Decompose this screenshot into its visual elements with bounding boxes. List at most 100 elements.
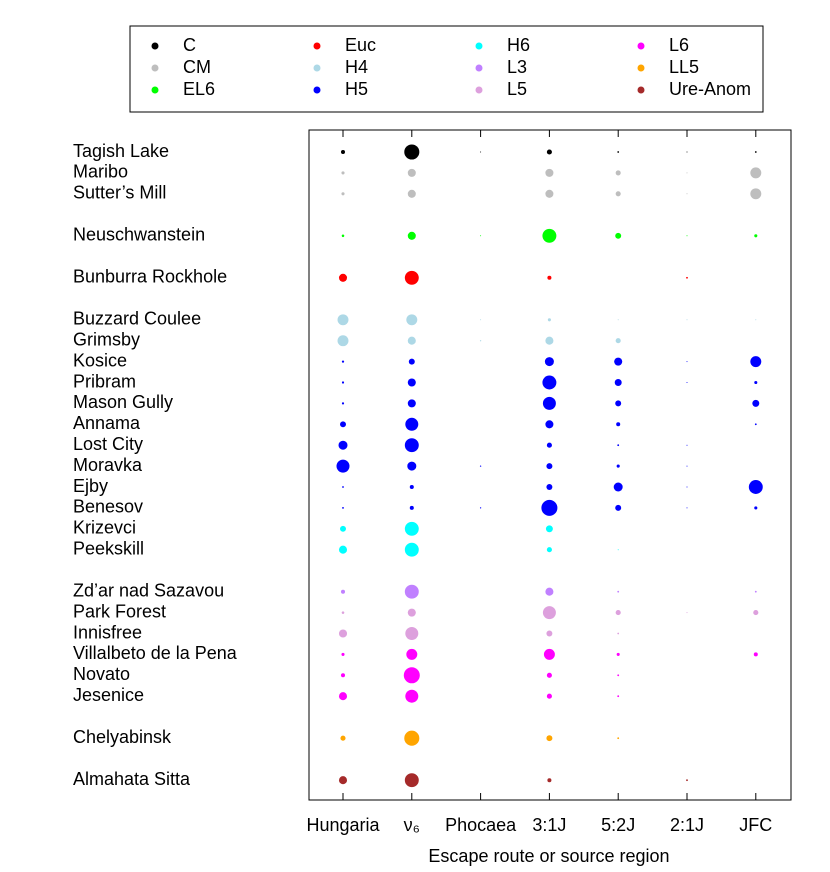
row-label: Zd’ar nad Sazavou xyxy=(73,580,224,600)
bubble xyxy=(614,357,623,366)
bubble xyxy=(406,314,418,326)
bubble xyxy=(615,191,621,197)
bubble xyxy=(542,375,557,390)
bubble xyxy=(404,144,420,160)
bubble xyxy=(750,356,762,368)
bubble xyxy=(754,590,757,593)
bubble xyxy=(545,336,554,345)
bubble xyxy=(341,171,345,175)
bubble xyxy=(407,378,416,387)
bubble xyxy=(407,461,417,471)
bubble xyxy=(541,499,558,516)
x-tick-label: 5:2J xyxy=(601,815,635,835)
bubble xyxy=(750,188,762,200)
bubble xyxy=(409,505,414,510)
bubble xyxy=(479,465,482,467)
row-label: Kosice xyxy=(73,350,127,370)
bubble xyxy=(545,168,554,177)
bubble xyxy=(686,319,688,321)
bubble xyxy=(337,314,349,326)
bubble xyxy=(748,480,763,494)
row-label: Almahata Sitta xyxy=(73,769,191,789)
bubble xyxy=(686,235,688,237)
bubble xyxy=(546,693,552,699)
bubble xyxy=(753,610,759,616)
bubble xyxy=(686,779,688,782)
bubble xyxy=(341,611,345,614)
bubble xyxy=(617,319,619,321)
bubble xyxy=(615,400,622,407)
legend-label: CM xyxy=(183,57,211,77)
legend-marker xyxy=(151,42,159,50)
bubble xyxy=(546,672,552,678)
bubble xyxy=(338,629,348,638)
legend-label: H5 xyxy=(345,79,368,99)
x-tick-label: JFC xyxy=(739,815,772,835)
row-label: Ejby xyxy=(73,476,108,496)
bubble xyxy=(617,632,620,635)
bubble xyxy=(547,318,551,322)
bubble xyxy=(341,381,345,384)
row-label: Krizevci xyxy=(73,518,136,538)
bubble xyxy=(615,504,622,511)
bubble xyxy=(547,778,552,783)
bubble xyxy=(614,379,622,386)
row-label: Grimsby xyxy=(73,329,140,349)
bubble xyxy=(686,361,688,363)
bubble xyxy=(406,648,418,660)
bubble xyxy=(686,465,688,467)
legend-marker xyxy=(475,86,483,94)
bubble xyxy=(686,276,688,279)
bubble xyxy=(615,338,621,344)
bubble xyxy=(617,444,620,447)
bubble xyxy=(338,545,348,554)
legend-marker xyxy=(313,86,321,94)
bubble xyxy=(545,525,553,533)
bubble xyxy=(480,319,482,321)
row-label: Neuschwanstein xyxy=(73,225,205,245)
row-label: Park Forest xyxy=(73,601,166,621)
bubble xyxy=(686,193,688,195)
legend-label: L3 xyxy=(507,57,527,77)
bubble xyxy=(407,231,416,240)
bubble xyxy=(407,189,416,198)
bubble xyxy=(340,735,346,741)
bubble xyxy=(617,549,619,551)
legend-marker xyxy=(637,86,645,94)
bubble xyxy=(341,234,345,238)
row-label: Pribram xyxy=(73,371,136,391)
bubble xyxy=(337,335,349,347)
bubble xyxy=(407,168,416,177)
bubble xyxy=(686,444,688,446)
bubble xyxy=(543,648,555,660)
bubble xyxy=(409,484,414,490)
bubble xyxy=(479,340,482,342)
legend-label: L5 xyxy=(507,79,527,99)
bubble xyxy=(613,482,623,492)
legend-label: C xyxy=(183,35,196,55)
bubble xyxy=(340,589,346,594)
bubble xyxy=(340,525,346,532)
bubble xyxy=(340,149,346,155)
bubble xyxy=(405,689,419,703)
x-tick-label: ν₆ xyxy=(404,815,420,835)
bubble xyxy=(407,399,416,408)
bubble xyxy=(686,151,688,153)
bubble xyxy=(341,402,345,405)
legend-marker xyxy=(475,42,483,50)
bubble xyxy=(617,590,620,593)
bubble xyxy=(342,486,344,488)
row-label: Buzzard Coulee xyxy=(73,309,201,329)
legend-label: H4 xyxy=(345,57,368,77)
legend-marker xyxy=(313,64,321,72)
bubble xyxy=(547,275,552,280)
plot-frame xyxy=(308,129,792,801)
bubble xyxy=(754,423,757,426)
bubble xyxy=(338,776,348,785)
bubble xyxy=(617,674,620,677)
bubble xyxy=(479,507,482,509)
legend-label: H6 xyxy=(507,35,530,55)
legend-box xyxy=(129,25,764,113)
bubble xyxy=(340,421,346,428)
legend-marker xyxy=(151,86,159,94)
